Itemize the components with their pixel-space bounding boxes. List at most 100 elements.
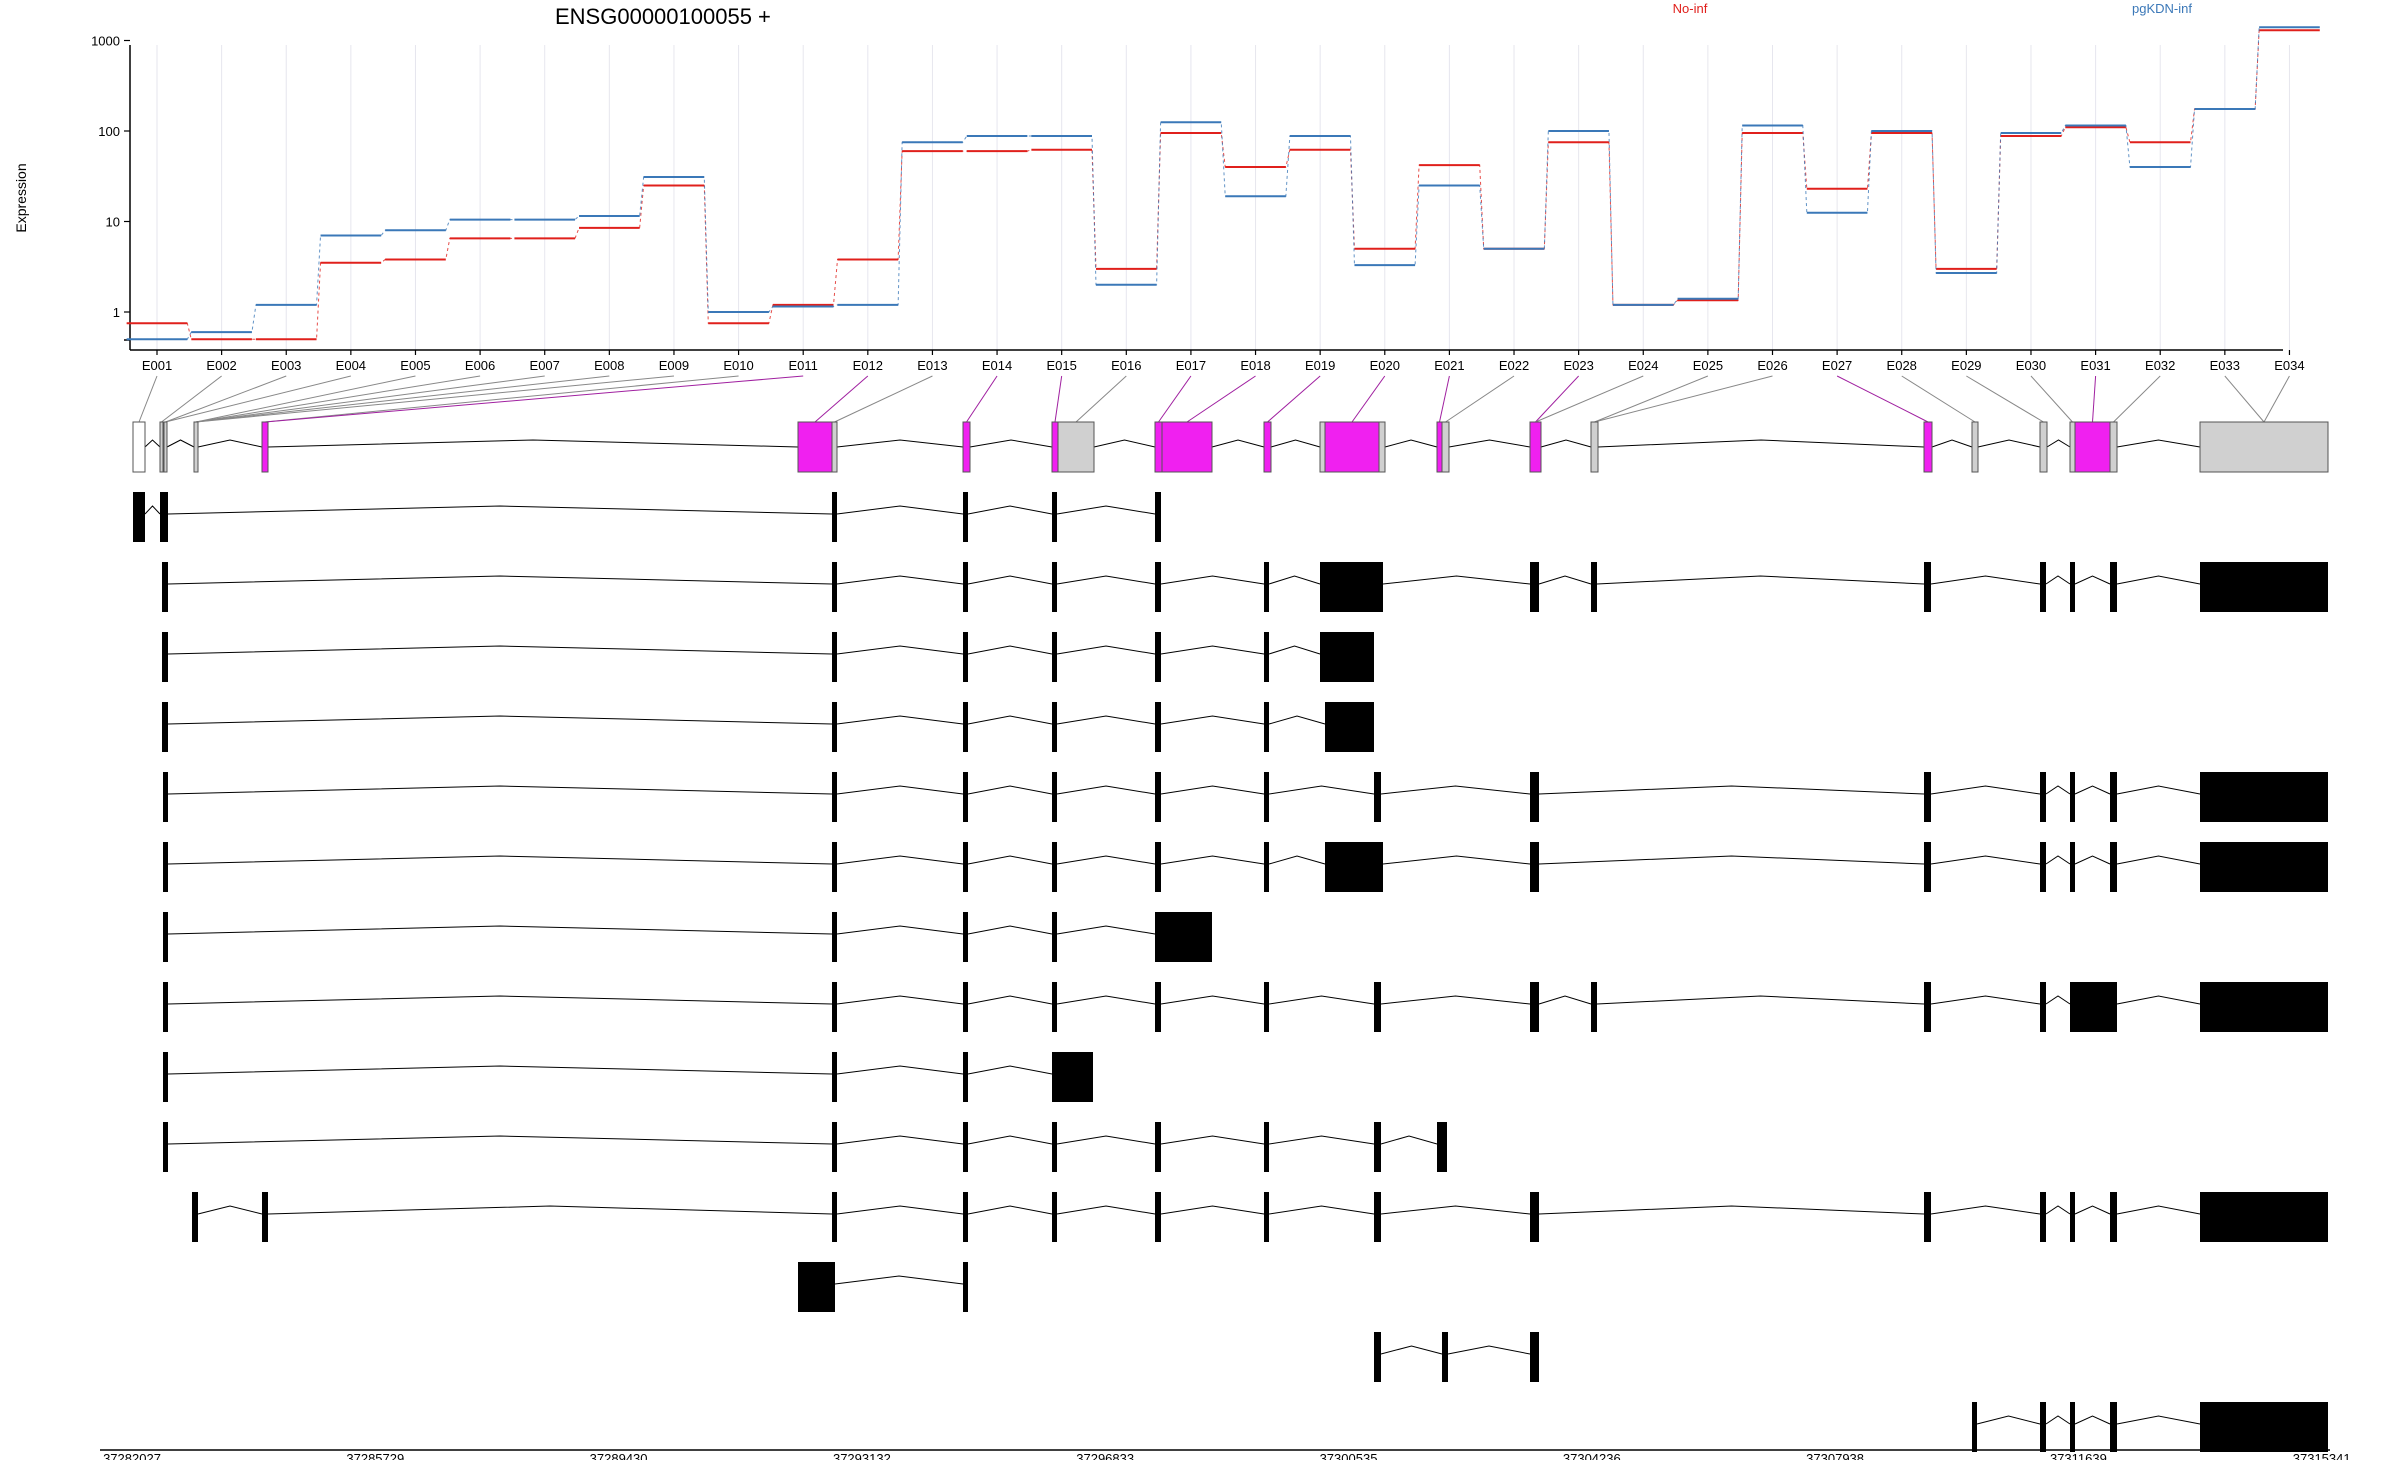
gene-exon <box>831 421 838 473</box>
transcript-exon <box>1437 1122 1447 1172</box>
x-tick-label: E027 <box>1822 358 1852 373</box>
transcript-exon <box>963 1262 968 1312</box>
x-tick-label: E002 <box>206 358 236 373</box>
exon-connector <box>2030 375 2073 423</box>
series-1-line <box>126 26 2320 340</box>
genomic-tick-label: 37300535 <box>1320 1451 1378 1460</box>
transcript-exon <box>2040 772 2046 822</box>
x-tick-label: E017 <box>1176 358 1206 373</box>
transcript-exon <box>832 982 837 1032</box>
gene-exon <box>261 421 269 473</box>
transcript-exon <box>1924 562 1931 612</box>
transcript-introns <box>167 715 1326 725</box>
gene-exon <box>962 421 971 473</box>
genomic-tick-label: 37293132 <box>833 1451 891 1460</box>
transcript-exon <box>1530 772 1539 822</box>
exon-connector <box>1075 375 1127 423</box>
transcript-exon <box>1052 842 1057 892</box>
gene-exon <box>159 421 164 473</box>
exon-connector <box>195 375 675 423</box>
gene-introns <box>144 439 2201 448</box>
transcript-exon <box>163 1122 168 1172</box>
transcript-exon <box>1264 562 1269 612</box>
gene-exon <box>1161 421 1213 473</box>
exon-connector <box>2224 375 2265 423</box>
exon-connector <box>966 375 998 423</box>
transcript-exon <box>1052 702 1057 752</box>
transcript-exon <box>832 912 837 962</box>
transcript-exon <box>1924 1192 1931 1242</box>
transcript-exon <box>1052 912 1057 962</box>
exon-connector <box>2092 375 2097 423</box>
transcript-exon <box>1374 1332 1381 1382</box>
transcript-exon <box>1155 982 1161 1032</box>
transcript-exon <box>2200 1192 2328 1242</box>
exon-connector <box>264 375 739 423</box>
exon-connector <box>1535 375 1580 423</box>
transcript-introns <box>1976 1415 2201 1425</box>
transcript-exon <box>1155 772 1161 822</box>
gene-exon <box>1590 421 1599 473</box>
transcript-exon <box>798 1262 835 1312</box>
x-tick-label: E034 <box>2274 358 2304 373</box>
y-tick-label: 1 <box>113 305 120 320</box>
x-tick-label: E004 <box>336 358 366 373</box>
transcript-exon <box>163 982 168 1032</box>
transcript-introns <box>167 645 1321 655</box>
exon-connectors <box>138 375 2290 423</box>
transcript-exon <box>1374 982 1381 1032</box>
legend-no-inf: No-inf <box>1673 1 1708 16</box>
transcript-exon <box>162 702 168 752</box>
transcript-introns <box>167 1065 1053 1075</box>
x-tick-label: E029 <box>1951 358 1981 373</box>
gene-exon <box>797 421 833 473</box>
transcript-exon <box>1155 1122 1161 1172</box>
transcript-introns <box>1380 1345 1531 1355</box>
exon-connector <box>1535 375 1644 423</box>
exon-connector <box>1267 375 1321 423</box>
transcript-exon <box>1052 1052 1093 1102</box>
gene-exon <box>1436 421 1443 473</box>
transcript-introns <box>144 505 1156 515</box>
genomic-tick-label: 37311639 <box>2050 1451 2107 1460</box>
transcript-exon <box>1530 842 1539 892</box>
transcript-exon <box>963 632 968 682</box>
genomic-tick-label: 37282027 <box>103 1451 161 1460</box>
gene-exon <box>2074 421 2111 473</box>
transcript-exon <box>133 492 145 542</box>
transcript-exon <box>832 842 837 892</box>
exon-connector <box>1351 375 1386 423</box>
exon-connector <box>161 375 222 423</box>
transcript-exon <box>2200 842 2328 892</box>
transcript-exon <box>832 772 837 822</box>
exon-connector <box>165 375 287 423</box>
transcript-exon <box>963 842 968 892</box>
x-tick-label: E024 <box>1628 358 1658 373</box>
exon-connector <box>1186 375 1256 423</box>
transcript-exon <box>1052 772 1057 822</box>
x-tick-label: E013 <box>917 358 947 373</box>
genomic-tick-label: 37315341 <box>2293 1451 2351 1460</box>
grid-lines <box>156 45 2290 350</box>
exon-connector <box>165 375 351 423</box>
transcript-exon <box>1374 1122 1381 1172</box>
transcript-exon <box>2040 562 2046 612</box>
transcript-exon <box>963 1052 968 1102</box>
transcript-exon <box>163 772 168 822</box>
transcript-exon <box>963 1192 968 1242</box>
exon-connector <box>2113 375 2161 423</box>
genomic-tick-label: 37289430 <box>590 1451 648 1460</box>
x-tick-label: E022 <box>1499 358 1529 373</box>
exon-connector <box>1054 375 1063 423</box>
y-tick-label: 10 <box>106 215 120 230</box>
genomic-tick-label: 37307938 <box>1806 1451 1864 1460</box>
x-tick-label: E003 <box>271 358 301 373</box>
x-tick-label: E031 <box>2080 358 2110 373</box>
exon-connector <box>1966 375 2044 423</box>
transcript-exon <box>1325 842 1383 892</box>
x-tick-label: E008 <box>594 358 624 373</box>
y-tick-label: 100 <box>98 124 120 139</box>
exon-connector <box>264 375 804 423</box>
